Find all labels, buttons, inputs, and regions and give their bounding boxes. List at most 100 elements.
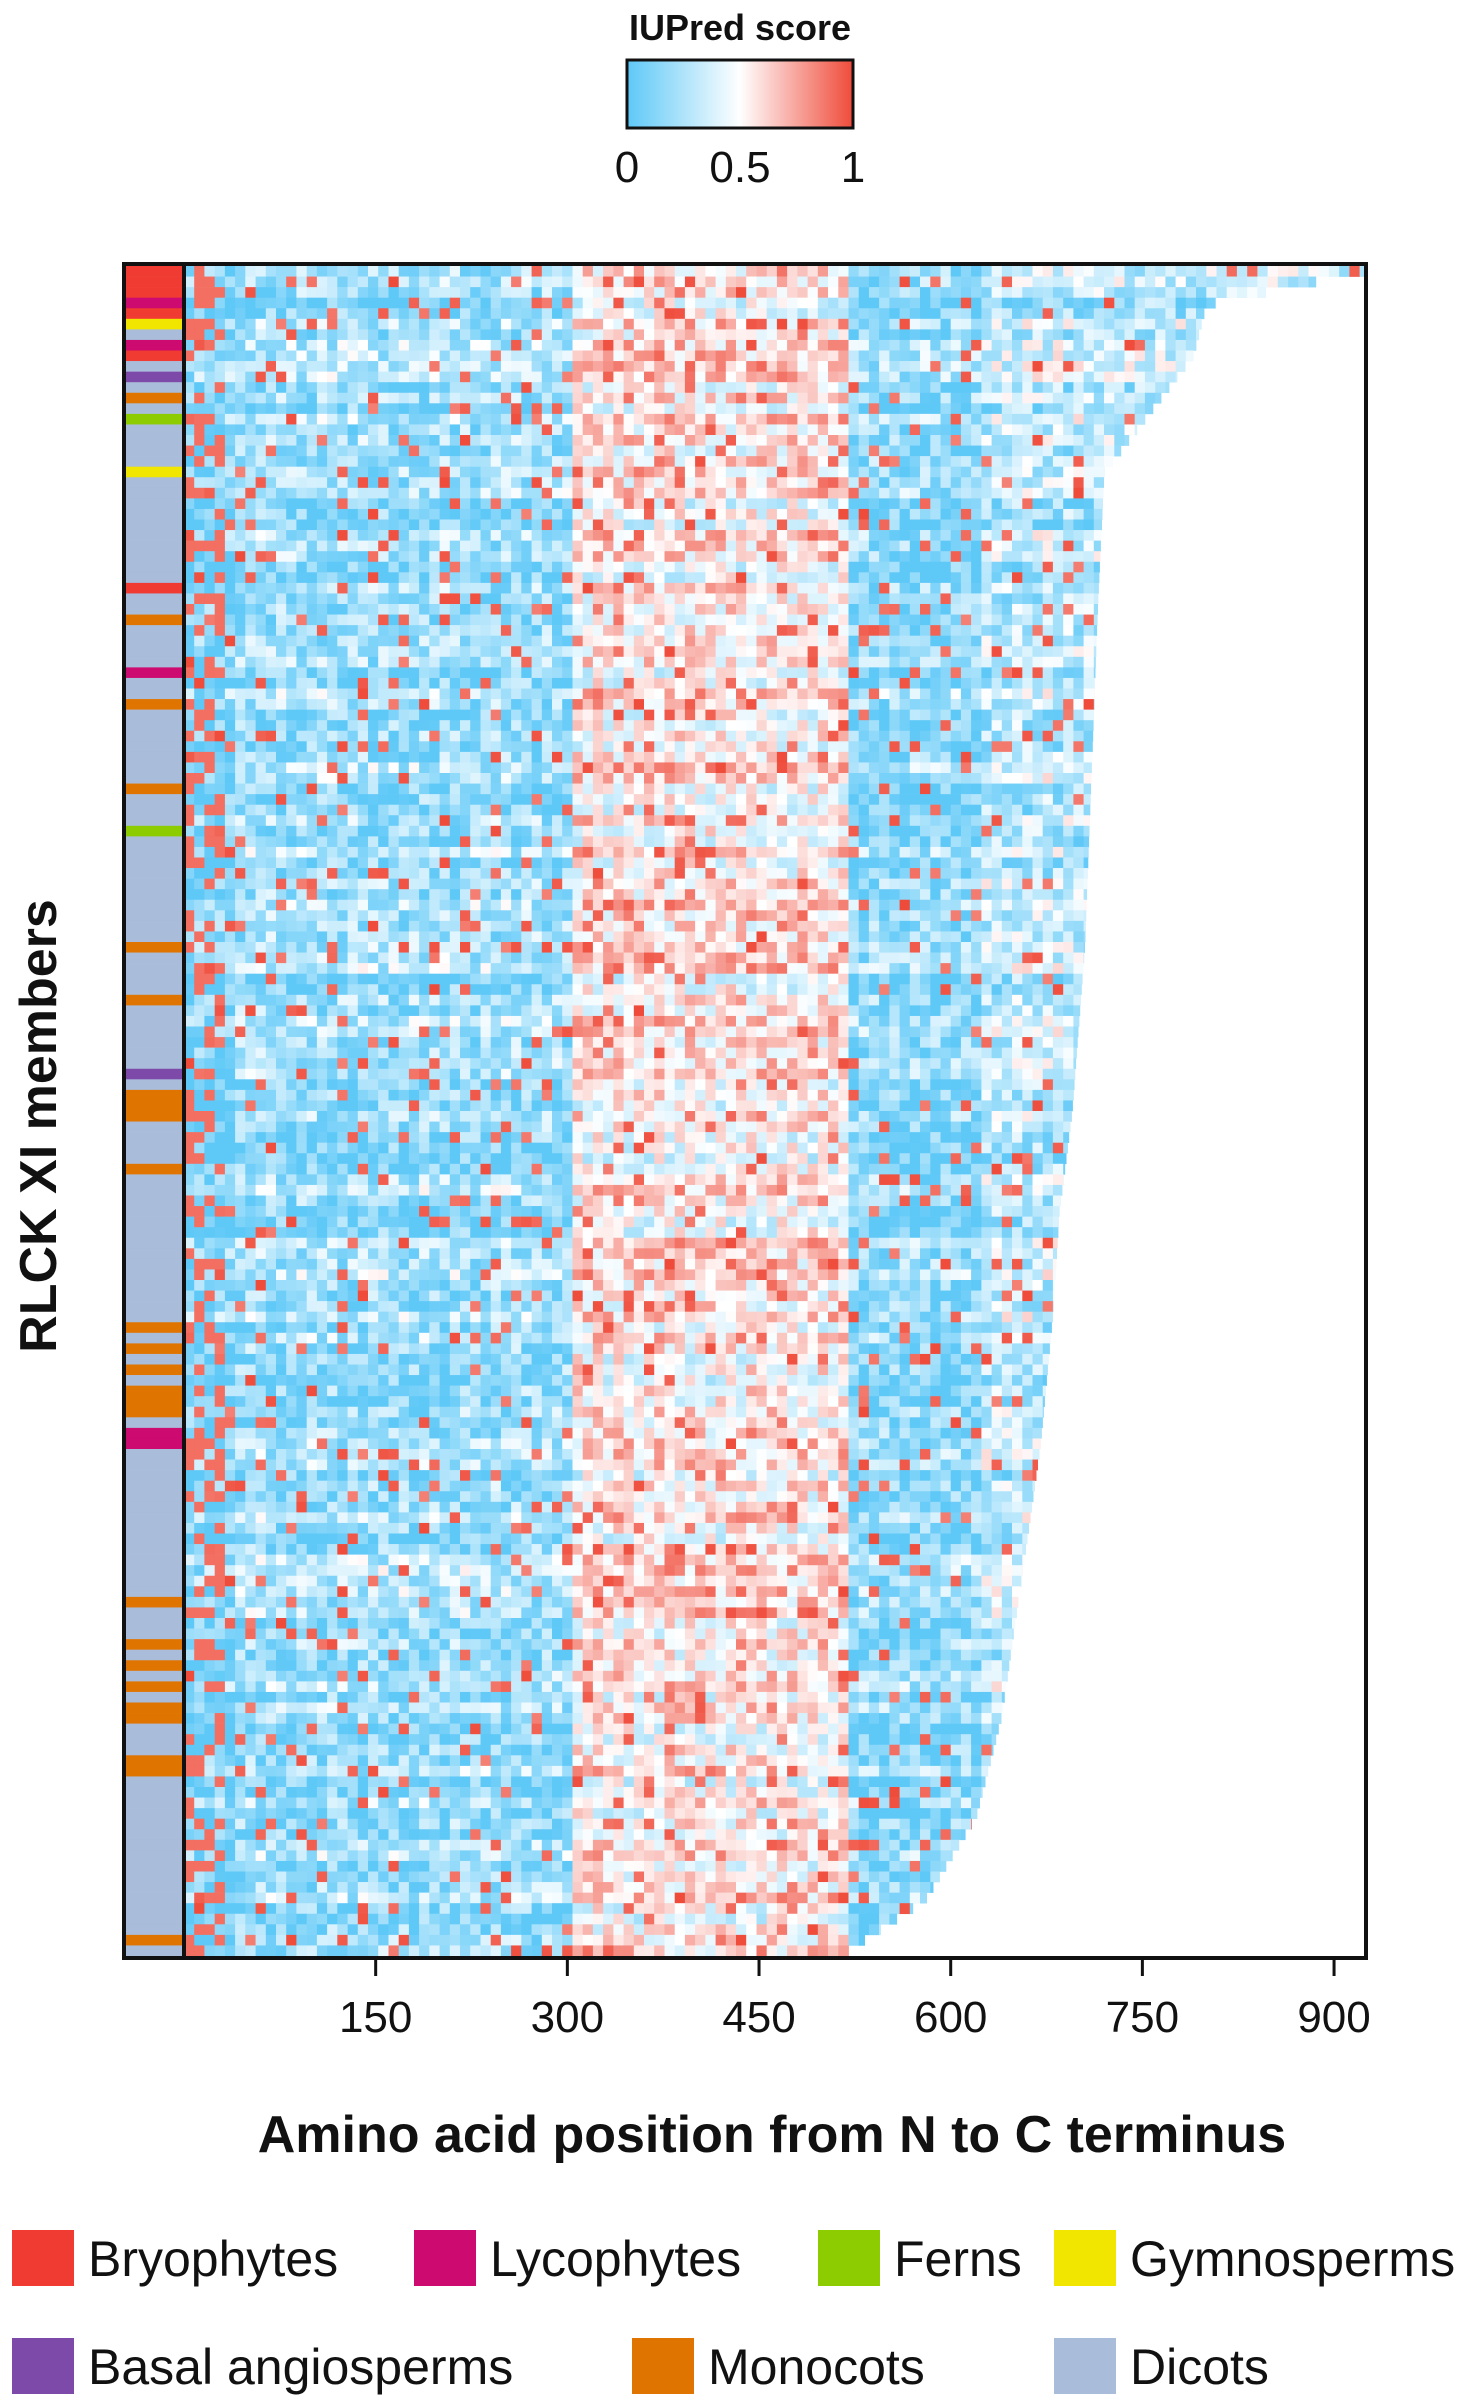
heatmap-cell bbox=[368, 688, 379, 700]
heatmap-cell bbox=[470, 508, 481, 520]
heatmap-cell bbox=[1155, 382, 1166, 394]
heatmap-cell bbox=[194, 593, 205, 605]
heatmap-cell bbox=[858, 572, 870, 584]
heatmap-cell bbox=[807, 339, 819, 351]
heatmap-cell bbox=[408, 604, 420, 615]
heatmap-cell bbox=[787, 561, 798, 573]
heatmap-cell bbox=[695, 318, 706, 330]
heatmap-cell bbox=[296, 582, 307, 594]
heatmap-cell bbox=[817, 530, 829, 541]
heatmap-cell bbox=[1144, 403, 1154, 415]
heatmap-cell bbox=[909, 593, 921, 605]
heatmap-cell bbox=[357, 794, 369, 805]
heatmap-cell bbox=[480, 572, 492, 584]
heatmap-cell bbox=[654, 413, 665, 425]
heatmap-cell bbox=[695, 604, 706, 615]
heatmap-cell bbox=[235, 551, 246, 563]
heatmap-cell bbox=[265, 477, 277, 489]
heatmap-cell bbox=[429, 551, 440, 563]
heatmap-cell bbox=[337, 297, 348, 309]
heatmap-cell bbox=[265, 730, 277, 742]
heatmap-cell bbox=[1052, 445, 1064, 457]
heatmap-cell bbox=[664, 371, 676, 383]
heatmap-cell bbox=[1104, 392, 1115, 404]
heatmap-cell bbox=[204, 287, 215, 298]
heatmap-cell bbox=[828, 667, 839, 679]
heatmap-cell bbox=[889, 456, 900, 467]
heatmap-cell bbox=[664, 466, 676, 478]
heatmap-cell bbox=[337, 730, 348, 742]
heatmap-cell bbox=[347, 572, 359, 584]
heatmap-cell bbox=[756, 751, 768, 763]
heatmap-cell bbox=[613, 730, 624, 742]
heatmap-cell bbox=[265, 677, 277, 689]
heatmap-cell bbox=[613, 804, 624, 816]
heatmap-cell bbox=[746, 551, 757, 563]
heatmap-cell bbox=[705, 266, 716, 277]
heatmap-cell bbox=[1093, 477, 1104, 489]
heatmap-cell bbox=[879, 551, 890, 563]
heatmap-cell bbox=[204, 604, 215, 615]
heatmap-cell bbox=[1012, 677, 1023, 689]
heatmap-cell bbox=[337, 487, 348, 499]
heatmap-cell bbox=[1012, 741, 1023, 753]
heatmap-cell bbox=[736, 287, 747, 298]
heatmap-cell bbox=[1022, 593, 1033, 605]
heatmap-cell bbox=[541, 530, 553, 541]
heatmap-cell bbox=[1052, 656, 1064, 668]
heatmap-cell bbox=[920, 487, 931, 499]
heatmap-cell bbox=[940, 709, 952, 721]
heatmap-cell bbox=[480, 329, 492, 341]
heatmap-cell bbox=[552, 530, 563, 541]
heatmap-cell bbox=[695, 815, 706, 827]
heatmap-cell bbox=[235, 751, 246, 763]
heatmap-cell bbox=[378, 688, 389, 700]
heatmap-cell bbox=[776, 815, 788, 827]
heatmap-cell bbox=[654, 561, 665, 573]
heatmap-cell bbox=[235, 308, 246, 320]
heatmap-cell bbox=[1042, 477, 1054, 489]
heatmap-cell bbox=[1063, 593, 1074, 605]
heatmap-cell bbox=[511, 572, 522, 584]
heatmap-cell bbox=[674, 646, 686, 658]
heatmap-cell bbox=[552, 804, 563, 816]
heatmap-cell bbox=[889, 435, 900, 446]
heatmap-cell bbox=[408, 487, 420, 499]
heatmap-cell bbox=[879, 498, 890, 510]
heatmap-cell bbox=[521, 625, 532, 636]
heatmap-cell bbox=[347, 339, 359, 351]
heatmap-cell bbox=[807, 477, 819, 489]
heatmap-cell bbox=[664, 699, 676, 710]
heatmap-cell bbox=[1022, 540, 1033, 552]
heatmap-cell bbox=[879, 646, 890, 658]
heatmap-cell bbox=[644, 667, 655, 679]
heatmap-cell bbox=[449, 508, 461, 520]
heatmap-cell bbox=[664, 540, 676, 552]
heatmap-cell bbox=[460, 773, 471, 784]
heatmap-cell bbox=[807, 519, 819, 531]
heatmap-cell bbox=[1063, 730, 1074, 742]
heatmap-cell bbox=[684, 350, 696, 362]
heatmap-cell bbox=[531, 339, 543, 351]
heatmap-cell bbox=[920, 794, 931, 805]
heatmap-cell bbox=[787, 392, 798, 404]
heatmap-cell bbox=[562, 593, 573, 605]
heatmap-cell bbox=[644, 318, 655, 330]
heatmap-cell bbox=[582, 582, 594, 594]
heatmap-cell bbox=[337, 276, 348, 288]
heatmap-cell bbox=[582, 625, 594, 636]
heatmap-cell bbox=[1042, 677, 1054, 689]
heatmap-cell bbox=[398, 392, 410, 404]
heatmap-cell bbox=[909, 604, 921, 615]
heatmap-cell bbox=[224, 424, 236, 436]
heatmap-cell bbox=[1073, 266, 1084, 277]
heatmap-cell bbox=[1063, 677, 1074, 689]
heatmap-cell bbox=[746, 413, 757, 425]
heatmap-cell bbox=[868, 677, 880, 689]
heatmap-cell bbox=[1114, 424, 1125, 436]
heatmap-cell bbox=[715, 730, 727, 742]
heatmap-cell bbox=[613, 815, 624, 827]
heatmap-cell bbox=[746, 720, 757, 732]
heatmap-cell bbox=[184, 593, 195, 605]
heatmap-cell bbox=[408, 382, 420, 394]
